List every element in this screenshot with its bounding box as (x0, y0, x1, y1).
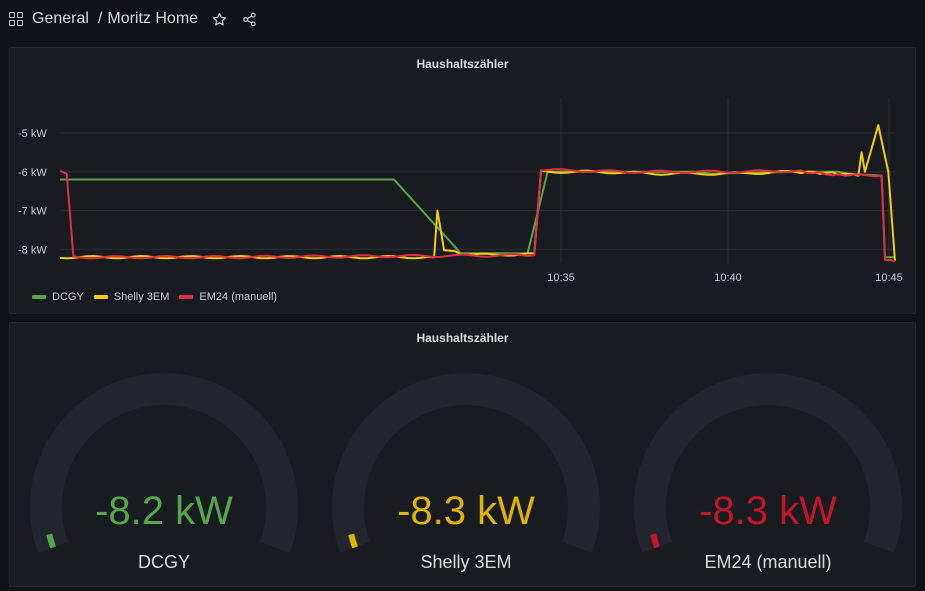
gauge-arc (332, 373, 600, 553)
breadcrumb-separator: / (97, 10, 103, 27)
gauge-shelly[interactable]: -8.3 kW Shelly 3EM (326, 323, 606, 588)
y-tick-label: -7 kW (18, 206, 47, 218)
legend-item-em24[interactable]: EM24 (manuell) (179, 291, 277, 303)
x-tick-label: 10:45 (875, 272, 903, 284)
legend-item-dcgy[interactable]: DCGY (32, 291, 84, 303)
gauge-arc (30, 373, 298, 553)
timeseries-panel[interactable]: Haushaltszähler -5 kW -6 kW -7 kW -8 kW 10:3… (9, 47, 916, 314)
panel-title: Haushaltszähler (416, 331, 509, 345)
dashboards-grid-icon[interactable] (9, 12, 23, 26)
x-tick-label: 10:40 (714, 272, 742, 284)
chart-legend: DCGY Shelly 3EM EM24 (manuell) (32, 291, 287, 303)
gauge-track (30, 373, 298, 553)
gauge-value: -8.3 kW (397, 489, 535, 533)
breadcrumb-dashboard[interactable]: Moritz Home (107, 10, 199, 27)
series-line-dcgy[interactable] (60, 170, 895, 259)
legend-swatch (93, 295, 108, 299)
gauge-panel[interactable]: Haushaltszähler -8.2 kW DCGY -8.3 kW She… (9, 322, 916, 587)
timeseries-chart[interactable]: -5 kW -6 kW -7 kW -8 kW 10:35 10:40 10:45 (10, 48, 915, 313)
top-bar: General / Moritz Home (0, 0, 925, 38)
legend-swatch (32, 295, 46, 299)
gauge-arc (634, 373, 902, 553)
x-tick-label: 10:35 (547, 272, 575, 284)
gauge-fill (46, 533, 56, 549)
series-line-em24-manuell-[interactable] (59, 168, 896, 263)
share-icon[interactable] (240, 10, 258, 28)
panel-title: Haushaltszähler (416, 57, 509, 71)
gauge-value: -8.3 kW (699, 489, 837, 533)
y-tick-label: -8 kW (18, 244, 47, 256)
gauge-fill (650, 533, 660, 549)
star-icon[interactable] (210, 10, 228, 28)
gauge-track (634, 373, 902, 553)
gauge-label: DCGY (137, 552, 190, 572)
series-line-shelly-3em[interactable] (59, 124, 896, 262)
legend-label: DCGY (52, 291, 84, 303)
gauge-track (332, 373, 600, 553)
gauge-value: -8.2 kW (95, 489, 233, 533)
y-tick-label: -6 kW (18, 167, 47, 179)
gauge-fill (348, 533, 358, 549)
legend-label: EM24 (manuell) (199, 291, 278, 303)
y-tick-label: -5 kW (18, 128, 47, 140)
gauge-label: EM24 (manuell) (704, 552, 832, 572)
gauge-em24[interactable]: -8.3 kW EM24 (manuell) (628, 323, 908, 588)
legend-swatch (179, 295, 194, 299)
gauge-dcgy[interactable]: -8.2 kW DCGY (24, 323, 304, 588)
legend-label: Shelly 3EM (113, 291, 170, 303)
gauge-label: Shelly 3EM (420, 552, 512, 572)
legend-item-shelly[interactable]: Shelly 3EM (93, 291, 170, 303)
breadcrumb-folder[interactable]: General (32, 10, 89, 27)
